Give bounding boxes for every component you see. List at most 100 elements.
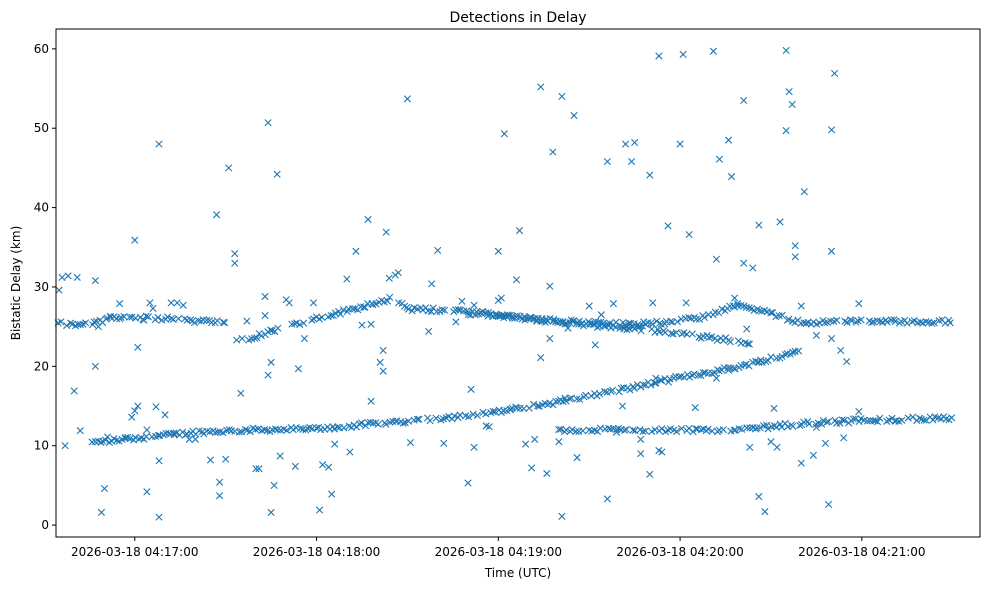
data-point	[361, 303, 369, 311]
data-point	[740, 259, 748, 267]
data-point	[264, 119, 272, 127]
data-point	[450, 412, 459, 420]
data-point	[791, 253, 799, 261]
data-point	[837, 346, 845, 355]
data-point	[213, 317, 221, 325]
data-point	[155, 140, 163, 148]
data-point	[546, 282, 554, 290]
data-point	[152, 403, 160, 411]
data-point	[241, 425, 250, 434]
data-point	[309, 299, 318, 307]
data-point	[296, 320, 304, 329]
data-point	[833, 419, 841, 427]
data-point	[161, 411, 169, 419]
data-point	[764, 356, 772, 365]
data-point	[538, 317, 546, 326]
data-point	[233, 336, 241, 344]
data-point	[225, 426, 233, 434]
data-point	[531, 435, 539, 443]
x-tick-label: 2026-03-18 04:17:00	[71, 545, 198, 559]
data-point	[876, 414, 884, 422]
data-point	[458, 297, 466, 305]
data-point	[573, 395, 581, 403]
data-point	[343, 275, 351, 283]
data-point	[467, 385, 475, 393]
data-point	[830, 69, 839, 78]
data-point	[685, 230, 693, 239]
data-point	[315, 506, 324, 514]
data-point	[325, 463, 333, 471]
data-point	[682, 299, 690, 307]
data-point	[852, 318, 860, 326]
data-point	[755, 492, 763, 501]
data-point	[58, 273, 66, 282]
x-tick-label: 2026-03-18 04:19:00	[435, 545, 562, 559]
data-point	[67, 319, 75, 327]
data-point	[385, 274, 393, 282]
data-point	[128, 413, 136, 421]
data-point	[883, 318, 891, 326]
data-point	[76, 320, 84, 329]
data-point	[374, 420, 382, 428]
data-point	[558, 92, 566, 101]
data-point	[882, 316, 890, 324]
data-point	[795, 347, 803, 355]
data-point	[570, 111, 578, 120]
data-point	[690, 370, 698, 378]
data-point	[253, 334, 261, 342]
data-point	[797, 459, 805, 467]
data-point	[386, 418, 394, 426]
data-point	[216, 492, 224, 500]
data-point	[639, 381, 647, 389]
data-point	[382, 228, 390, 236]
data-point	[537, 354, 545, 362]
data-point	[82, 319, 90, 327]
x-tick-label: 2026-03-18 04:21:00	[798, 545, 925, 559]
data-point	[506, 405, 515, 413]
data-point	[647, 381, 655, 389]
y-tick-label: 10	[34, 439, 49, 453]
data-point	[155, 457, 163, 465]
data-point	[724, 366, 733, 374]
data-point	[646, 470, 654, 478]
data-point	[406, 438, 415, 447]
data-point	[91, 277, 99, 285]
data-point	[618, 402, 627, 410]
data-point	[824, 500, 833, 509]
data-point	[785, 315, 793, 323]
data-point	[640, 318, 648, 326]
data-point	[61, 442, 69, 450]
data-point	[530, 400, 538, 408]
data-point	[555, 438, 563, 446]
data-point	[333, 423, 342, 431]
x-tick-label: 2026-03-18 04:18:00	[253, 545, 380, 559]
data-point	[485, 311, 493, 319]
data-point	[497, 294, 505, 302]
data-point	[270, 481, 278, 489]
data-point	[255, 465, 263, 473]
data-point	[174, 315, 183, 323]
data-point	[740, 96, 748, 105]
data-point	[549, 148, 557, 156]
data-point	[254, 425, 262, 433]
data-point	[91, 362, 99, 370]
data-point	[764, 425, 772, 433]
data-point	[494, 311, 502, 320]
data-point	[868, 318, 876, 327]
data-point	[948, 414, 956, 422]
data-point	[823, 418, 831, 426]
data-point	[745, 304, 753, 312]
data-point	[116, 300, 124, 308]
data-point	[812, 331, 820, 339]
data-point	[131, 433, 139, 442]
data-point	[328, 490, 336, 498]
data-point	[715, 155, 724, 163]
data-point	[219, 429, 227, 437]
data-point	[288, 320, 296, 328]
data-point	[274, 324, 282, 332]
data-point	[606, 425, 615, 433]
data-point	[543, 469, 551, 478]
data-point	[273, 170, 281, 178]
data-point	[788, 100, 796, 108]
